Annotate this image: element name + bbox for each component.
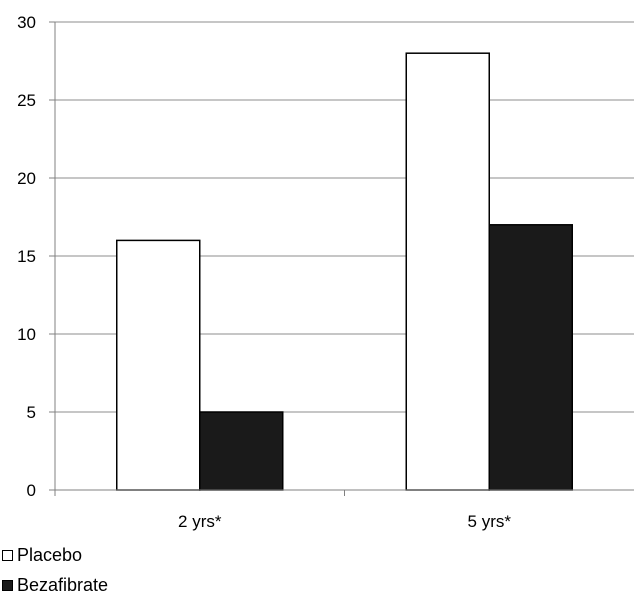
y-tick-label-20: 20 [17, 169, 36, 188]
legend-label-bezafibrate: Bezafibrate [17, 574, 109, 595]
y-tick-labels: 0 5 10 15 20 25 30 [17, 13, 36, 500]
y-tick-label-15: 15 [17, 247, 36, 266]
y-tick-label-30: 30 [17, 13, 36, 32]
y-tick-label-10: 10 [17, 325, 36, 344]
axes [49, 21, 634, 496]
bar-chart: 0 5 10 15 20 25 30 2 yrs* 5 yrs* [17, 13, 634, 531]
bar-bezafibrate-1 [199, 411, 284, 491]
bar-placebo-2 [405, 52, 490, 491]
bar-bezafibrate-2 [488, 224, 573, 491]
legend-swatch-placebo [2, 549, 13, 561]
y-tick-label-25: 25 [17, 91, 36, 110]
bars [116, 52, 573, 491]
y-tick-label-0: 0 [27, 481, 36, 500]
y-tick-label-5: 5 [27, 403, 36, 422]
x-tick-labels: 2 yrs* 5 yrs* [178, 512, 511, 531]
legend-item-placebo: Placebo [0, 540, 108, 570]
bar-placebo-1 [116, 239, 201, 491]
legend-item-bezafibrate: Bezafibrate [0, 570, 108, 600]
x-tick-label-1: 2 yrs* [178, 512, 222, 531]
legend: Placebo Bezafibrate [0, 540, 108, 600]
legend-swatch-bezafibrate [2, 579, 13, 591]
x-tick-label-2: 5 yrs* [468, 512, 512, 531]
legend-label-placebo: Placebo [17, 544, 83, 565]
